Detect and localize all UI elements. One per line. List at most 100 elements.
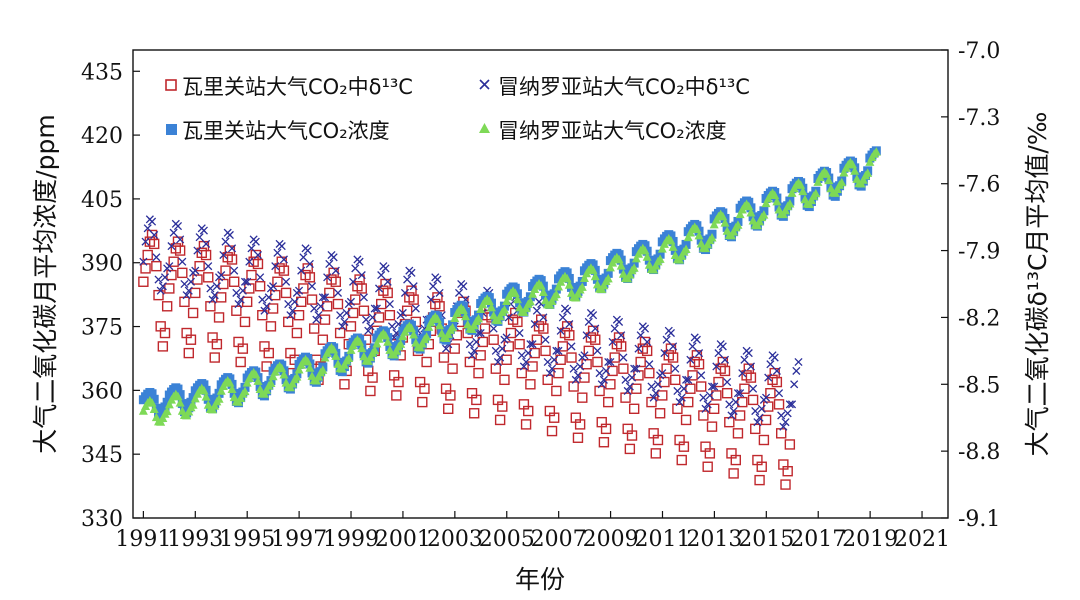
data-point	[308, 323, 320, 334]
data-point	[552, 346, 561, 355]
data-point	[614, 254, 624, 264]
data-point	[199, 385, 209, 395]
data-point	[608, 337, 617, 347]
data-point	[342, 308, 351, 318]
data-point	[751, 406, 760, 416]
data-point	[568, 381, 579, 392]
data-point	[605, 262, 615, 272]
x-tick-label: 2017	[790, 527, 846, 552]
data-point	[164, 399, 174, 409]
y-left-tick-label: 330	[81, 507, 123, 532]
data-point	[583, 345, 594, 357]
data-point	[822, 169, 832, 178]
data-point	[331, 266, 340, 275]
data-point	[458, 305, 468, 314]
data-point	[655, 249, 665, 259]
x-tick-label: 2005	[479, 527, 535, 552]
data-point	[503, 341, 514, 352]
data-point	[565, 320, 574, 329]
data-point	[707, 233, 717, 242]
data-point	[267, 303, 279, 314]
data-point	[147, 389, 157, 399]
data-point	[293, 310, 305, 321]
data-point	[649, 393, 658, 402]
data-point	[445, 390, 456, 401]
data-point	[735, 209, 745, 219]
data-point	[199, 380, 209, 390]
data-point	[730, 454, 741, 466]
data-point	[593, 346, 602, 355]
data-point	[553, 367, 564, 379]
data-point	[598, 437, 610, 448]
data-point	[631, 383, 642, 394]
data-point	[667, 352, 679, 363]
legend-marker-filled-square	[166, 124, 177, 135]
data-point	[723, 377, 732, 387]
data-point	[168, 256, 179, 267]
data-point	[865, 157, 875, 166]
data-point	[346, 345, 356, 354]
data-point	[729, 406, 738, 416]
data-point	[538, 323, 549, 334]
data-point	[323, 273, 332, 282]
data-point	[609, 352, 620, 363]
data-point	[494, 414, 506, 426]
data-point	[398, 308, 407, 318]
data-point	[697, 371, 706, 380]
data-point	[332, 298, 344, 310]
data-point	[173, 384, 183, 394]
data-point	[610, 324, 619, 333]
data-point	[381, 330, 391, 340]
y-axis-right: -9.1 -8.8 -8.5 -8.2 -7.9 -7.6 -7.3 -7.0	[941, 39, 1000, 532]
legend: 瓦里关站大气CO₂中δ¹³C 冒纳罗亚站大气CO₂中δ¹³C 瓦里关站大气CO₂…	[165, 75, 750, 143]
data-point	[169, 228, 178, 237]
y-axis-right-title: 大气二氧化碳δ¹³C月平均值/‰	[1023, 112, 1052, 457]
data-point	[512, 294, 522, 304]
data-point	[632, 364, 641, 373]
data-point	[811, 188, 821, 198]
data-point	[545, 369, 554, 378]
data-point	[502, 296, 512, 305]
data-point	[824, 175, 834, 185]
data-point	[653, 380, 663, 389]
data-point	[165, 262, 174, 271]
data-point	[757, 404, 766, 413]
data-point	[199, 226, 208, 235]
data-point	[471, 394, 482, 406]
data-point	[448, 322, 458, 332]
data-point	[651, 389, 660, 398]
data-point	[572, 432, 584, 443]
data-point	[706, 421, 718, 432]
data-point	[839, 167, 849, 177]
data-point	[557, 341, 569, 352]
y-right-tick-label: -7.9	[958, 240, 1000, 265]
data-point	[305, 363, 315, 372]
data-point	[501, 354, 512, 365]
data-point	[484, 296, 494, 305]
x-tick-label: 2021	[894, 527, 950, 552]
data-point	[193, 246, 202, 255]
x-tick-label: 1991	[115, 527, 171, 552]
data-point	[192, 274, 203, 285]
x-tick-label: 2003	[427, 527, 483, 552]
data-point	[753, 418, 762, 427]
data-point	[426, 295, 435, 304]
data-point	[584, 317, 593, 326]
data-point	[477, 336, 489, 348]
data-point	[138, 406, 148, 415]
data-point	[863, 168, 873, 177]
data-point	[294, 364, 304, 374]
data-point	[731, 398, 740, 407]
data-point	[294, 286, 304, 295]
data-point	[782, 466, 793, 477]
data-point	[579, 372, 590, 383]
data-point	[645, 360, 654, 369]
data-point	[279, 370, 289, 379]
x-tick-label: 2009	[583, 527, 639, 552]
data-point	[755, 216, 765, 226]
y-left-tick-label: 435	[81, 60, 123, 85]
legend-label: 冒纳罗亚站大气CO₂浓度	[498, 119, 727, 143]
data-point	[744, 349, 753, 358]
data-point	[383, 337, 393, 346]
data-point	[541, 335, 550, 344]
